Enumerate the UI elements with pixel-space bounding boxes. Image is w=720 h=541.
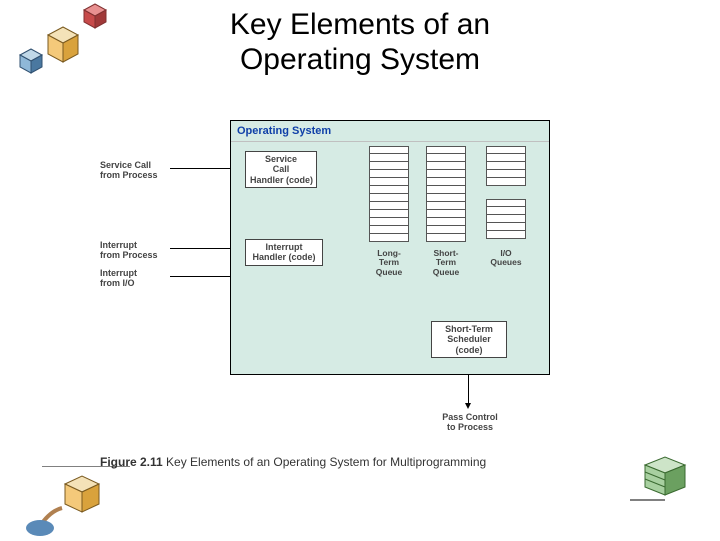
queue-short-term <box>426 146 466 242</box>
title-line-2: Operating System <box>240 43 480 76</box>
figure-caption-text: Key Elements of an Operating System for … <box>163 455 486 469</box>
decor-cubes-tl <box>8 0 118 80</box>
queue-io-2 <box>486 199 526 239</box>
box-short-term-scheduler: Short-Term Scheduler (code) <box>431 321 507 358</box>
figure-number: Figure 2.11 <box>100 455 163 469</box>
queue-io <box>486 146 526 186</box>
cube-blue-icon <box>14 45 48 79</box>
os-diagram: Service Call from Process Interrupt from… <box>100 120 620 480</box>
label-io-queues: I/O Queues <box>481 249 531 268</box>
box-interrupt-handler: Interrupt Handler (code) <box>245 239 323 266</box>
figure-caption: Figure 2.11 Key Elements of an Operating… <box>100 455 486 469</box>
label-service-call: Service Call from Process <box>100 160 158 181</box>
cube-red-icon <box>78 0 112 34</box>
label-interrupt-process: Interrupt from Process <box>100 240 158 261</box>
label-short-term-queue: Short- Term Queue <box>421 249 471 277</box>
os-box-title: Operating System <box>231 121 549 142</box>
box-service-call-handler: Service Call Handler (code) <box>245 151 317 188</box>
decor-cubes-br <box>630 450 700 505</box>
title-line-1: Key Elements of an <box>230 8 490 41</box>
label-pass-control: Pass Control to Process <box>440 412 500 433</box>
os-container: Operating System Service Call Handler (c… <box>230 120 550 375</box>
label-interrupt-io: Interrupt from I/O <box>100 268 137 289</box>
queue-long-term <box>369 146 409 242</box>
label-long-term-queue: Long- Term Queue <box>364 249 414 277</box>
